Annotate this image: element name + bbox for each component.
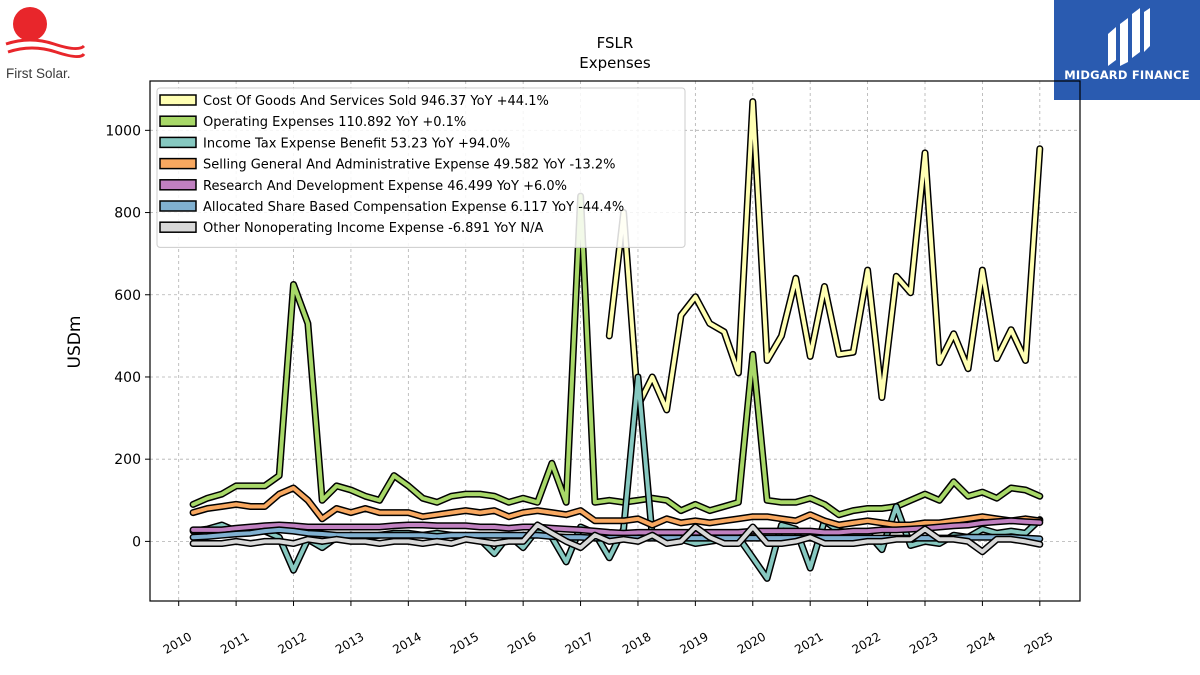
- legend-label: Other Nonoperating Income Expense -6.891…: [203, 221, 543, 236]
- legend-swatch: [159, 221, 197, 233]
- x-tick-label: 2022: [850, 629, 883, 656]
- legend-swatch: [159, 179, 197, 191]
- x-axis: 2010 2011 2012 2013 2014 2015 2016 2017 2018 2019…: [161, 601, 1055, 657]
- legend-label: Research And Development Expense 46.499 …: [203, 179, 567, 194]
- series-stroke: [191, 486, 1042, 527]
- x-tick-label: 2014: [390, 629, 423, 656]
- series-line: [189, 517, 1044, 537]
- sun-icon: [13, 7, 47, 41]
- series-stroke: [607, 99, 1042, 412]
- legend-label: Selling General And Administrative Expen…: [203, 158, 616, 173]
- y-tick-label: 200: [114, 452, 141, 468]
- chart-subtitle: Expenses: [579, 54, 651, 72]
- legend-label: Cost Of Goods And Services Sold 946.37 Y…: [203, 94, 549, 109]
- first-solar-logo: First Solar.: [0, 0, 100, 90]
- brand-name: First Solar.: [6, 66, 71, 81]
- legend-box: [156, 87, 686, 248]
- y-tick-label: 800: [114, 206, 141, 222]
- x-tick-label: 2015: [448, 629, 481, 656]
- series-line: [605, 98, 1044, 414]
- x-tick-label: 2012: [276, 629, 309, 656]
- series-stroke: [191, 523, 1042, 554]
- series-line: [189, 521, 1044, 556]
- legend-swatch: [159, 115, 197, 127]
- legend: Cost Of Goods And Services Sold 946.37 Y…: [156, 87, 686, 248]
- x-tick-label: 2013: [333, 629, 366, 656]
- legend-swatch: [159, 157, 197, 170]
- y-axis: 0 200 400 600 800 1000: [105, 123, 150, 550]
- series-lines: [189, 98, 1044, 582]
- x-tick-label: 2011: [218, 629, 251, 656]
- y-tick-label: 600: [114, 288, 141, 304]
- legend-item: Operating Expenses 110.892 YoY +0.1%: [159, 115, 466, 130]
- plot-frame: [149, 80, 1081, 602]
- legend-item: Other Nonoperating Income Expense -6.891…: [159, 221, 543, 236]
- midgard-emblem-icon: [1108, 8, 1150, 66]
- legend-item: Income Tax Expense Benefit 53.23 YoY +94…: [159, 136, 510, 151]
- legend-item: Cost Of Goods And Services Sold 946.37 Y…: [159, 94, 549, 109]
- legend-label: Income Tax Expense Benefit 53.23 YoY +94…: [203, 136, 510, 151]
- x-tick-label: 2024: [964, 629, 997, 656]
- series-stroke: [191, 518, 1042, 536]
- midgard-finance-logo: MIDGARD FINANCE: [1054, 0, 1200, 100]
- x-tick-label: 2017: [563, 629, 596, 656]
- x-tick-label: 2018: [620, 629, 653, 656]
- y-tick-label: 0: [132, 534, 141, 550]
- x-tick-label: 2010: [161, 629, 194, 656]
- wave-icon: [5, 38, 86, 51]
- partner-name: MIDGARD FINANCE: [1064, 68, 1190, 82]
- legend-item: Research And Development Expense 46.499 …: [159, 179, 567, 194]
- y-axis-label: USDm: [65, 316, 85, 369]
- x-tick-label: 2020: [735, 629, 768, 656]
- x-tick-label: 2021: [792, 629, 825, 656]
- y-tick-label: 1000: [105, 123, 141, 139]
- legend-swatch: [159, 94, 197, 106]
- legend-swatch: [159, 136, 197, 149]
- chart-title: FSLR: [597, 34, 634, 52]
- legend-item: Allocated Share Based Compensation Expen…: [159, 200, 624, 215]
- x-tick-label: 2016: [505, 629, 538, 656]
- x-tick-label: 2025: [1022, 629, 1055, 656]
- legend-label: Operating Expenses 110.892 YoY +0.1%: [203, 115, 466, 130]
- legend-label: Allocated Share Based Compensation Expen…: [203, 200, 624, 215]
- y-tick-label: 400: [114, 370, 141, 386]
- series-line: [189, 484, 1044, 529]
- legend-swatch: [159, 200, 197, 212]
- x-tick-label: 2019: [677, 629, 710, 656]
- wave-icon: [7, 46, 86, 59]
- legend-item: Selling General And Administrative Expen…: [159, 157, 616, 173]
- x-tick-label: 2023: [907, 629, 940, 656]
